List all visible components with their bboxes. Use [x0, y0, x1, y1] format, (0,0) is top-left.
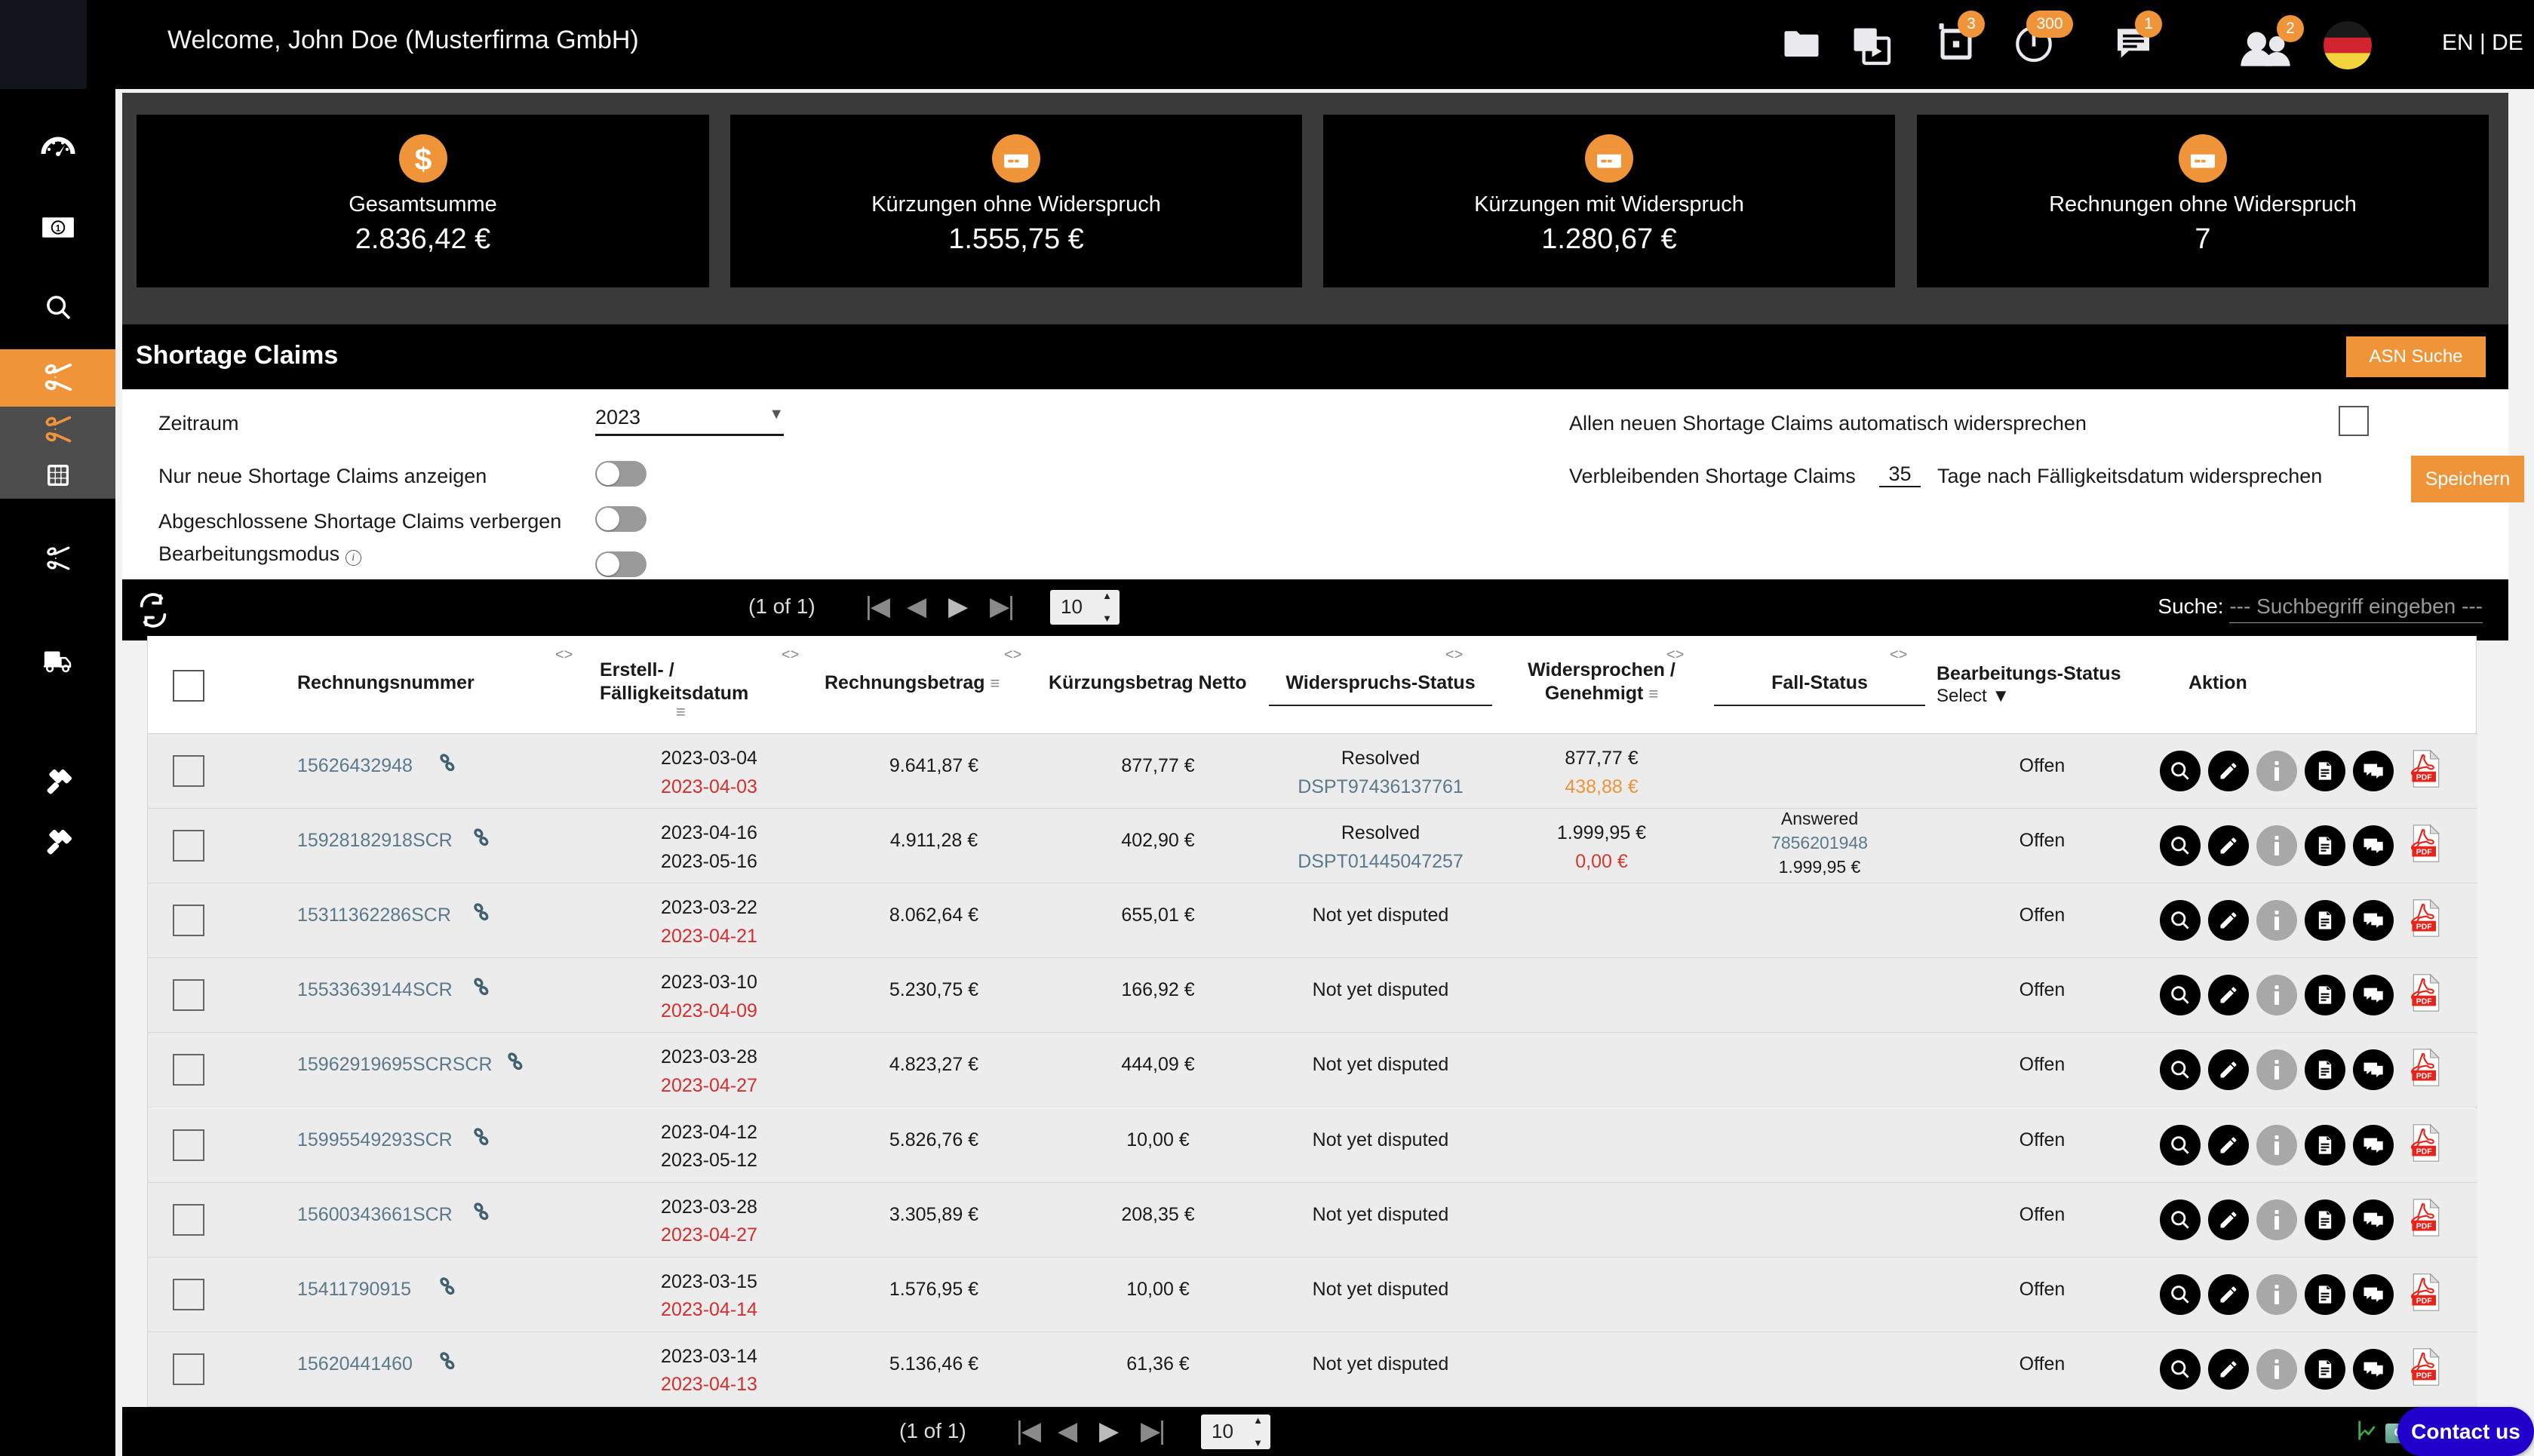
svg-text:1: 1: [55, 224, 60, 233]
svg-text:PDF: PDF: [2416, 1297, 2432, 1305]
svg-text:PDF: PDF: [2416, 1222, 2432, 1230]
svg-text:PDF: PDF: [2416, 998, 2432, 1006]
svg-text:PDF: PDF: [2416, 773, 2432, 782]
svg-text:PDF: PDF: [2416, 849, 2432, 857]
svg-text:PDF: PDF: [2416, 1372, 2432, 1380]
svg-text:PDF: PDF: [2416, 1073, 2432, 1081]
svg-text:PDF: PDF: [2416, 1147, 2432, 1156]
svg-text:PDF: PDF: [2416, 923, 2432, 932]
svg-text:$: $: [414, 142, 432, 177]
